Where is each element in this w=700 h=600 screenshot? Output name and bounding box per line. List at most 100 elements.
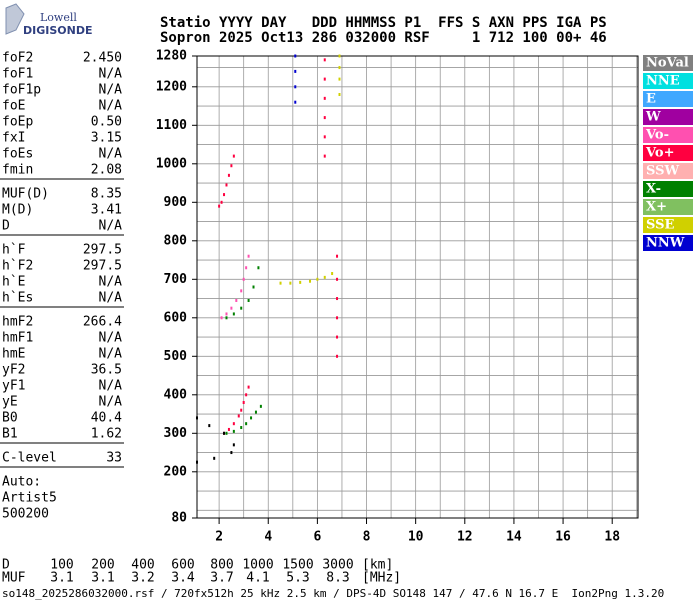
table-cell: MUF (2, 571, 26, 586)
echo-point (338, 77, 341, 81)
table-cell: [km] (362, 558, 393, 573)
param-name: foE (2, 99, 25, 114)
echo-point (230, 306, 233, 310)
echo-point (232, 312, 235, 316)
param-value: 1.62 (91, 427, 122, 442)
y-tick-label: 700 (164, 272, 188, 287)
echo-point (294, 85, 297, 89)
y-tick-label: 500 (164, 349, 188, 364)
y-tick-label: 200 (164, 464, 188, 479)
legend-swatch (643, 163, 693, 179)
echo-point (323, 275, 326, 279)
logo-bottom: DIGISONDE (23, 24, 92, 37)
echo-point (294, 54, 297, 58)
legend-label: Vo+ (645, 146, 674, 161)
table-cell: 600 (171, 558, 194, 573)
table-cell: D (2, 558, 10, 573)
param-value: N/A (99, 379, 123, 394)
auto-text: Auto: (2, 475, 41, 490)
echo-point (225, 431, 228, 435)
echo-point (235, 298, 238, 302)
table-cell: 1000 (242, 558, 273, 573)
echo-point (240, 408, 243, 412)
echo-point (254, 410, 257, 414)
param-value: N/A (99, 347, 123, 362)
table-cell: 800 (210, 558, 233, 573)
echo-point (218, 204, 221, 208)
echo-point (213, 456, 216, 460)
table-cell: 4.1 (246, 571, 269, 586)
echo-point (232, 154, 235, 158)
echo-point (279, 281, 282, 285)
param-value: N/A (99, 147, 123, 162)
echo-point (196, 460, 198, 464)
param-name: h`Es (2, 291, 33, 306)
table-cell: [MHz] (362, 571, 401, 586)
y-tick-label: 300 (164, 426, 188, 441)
header-line: Sopron 2025 Oct13 286 032000 RSF 1 712 1… (160, 30, 607, 46)
param-value: N/A (99, 275, 123, 290)
table-cell: 8.3 (326, 571, 349, 586)
echo-point (225, 316, 228, 320)
echo-point (336, 254, 339, 258)
param-name: MUF(D) (2, 187, 49, 202)
legend-label: W (645, 110, 661, 125)
footer: so148_2025286032000.rsf / 720fx512h 25 k… (2, 587, 664, 600)
param-name: hmE (2, 347, 25, 362)
echo-point (250, 416, 253, 420)
param-name: foEp (2, 115, 33, 130)
header-line: Statio YYYY DAY DDD HHMMSS P1 FFS S AXN … (160, 15, 607, 31)
param-value: N/A (99, 291, 123, 306)
echo-point (336, 277, 339, 281)
legend-swatch (643, 199, 693, 215)
echo-point (336, 297, 339, 301)
echo-point (245, 266, 248, 270)
y-tick-label: 900 (164, 195, 188, 210)
param-name: fmin (2, 163, 33, 178)
echo-point (245, 393, 248, 397)
echo-point (259, 404, 262, 408)
echo-point (323, 77, 326, 81)
echo-point (294, 69, 297, 73)
param-name: h`F (2, 243, 26, 258)
y-tick-label: 1200 (156, 79, 187, 94)
echo-point (323, 58, 326, 62)
auto-text: 500200 (2, 507, 49, 522)
echo-point (247, 254, 250, 258)
echo-point (232, 422, 235, 426)
param-value: 3.41 (91, 203, 122, 218)
table-cell: 3000 (322, 558, 353, 573)
table-cell: 1500 (282, 558, 313, 573)
param-value: 266.4 (83, 315, 122, 330)
legend-label: X+ (646, 200, 667, 215)
param-value: N/A (99, 83, 123, 98)
echo-point (220, 200, 223, 204)
param-value: 2.08 (91, 163, 122, 178)
echo-point (338, 66, 341, 70)
param-value: N/A (99, 219, 123, 234)
param-name: foF1 (2, 67, 33, 82)
param-name: yF2 (2, 363, 25, 378)
echo-point (245, 422, 248, 426)
param-name: B1 (2, 427, 18, 442)
echo-point (225, 312, 228, 316)
echo-point (208, 424, 211, 428)
legend-label: Vo- (645, 128, 669, 143)
legend-swatch (643, 109, 693, 125)
echo-point (230, 451, 233, 455)
echo-point (336, 316, 339, 320)
param-value: N/A (99, 99, 123, 114)
echo-point (323, 96, 326, 100)
echo-point (240, 306, 243, 310)
x-tick-label: 14 (506, 530, 522, 545)
legend-label: X- (646, 182, 661, 197)
x-tick-label: 4 (264, 530, 272, 545)
table-cell: 3.4 (171, 571, 195, 586)
y-tick-label: 400 (164, 387, 188, 402)
param-name: foEs (2, 147, 33, 162)
legend-swatch (643, 91, 693, 107)
echo-point (299, 280, 302, 284)
legend-swatch (643, 127, 693, 143)
